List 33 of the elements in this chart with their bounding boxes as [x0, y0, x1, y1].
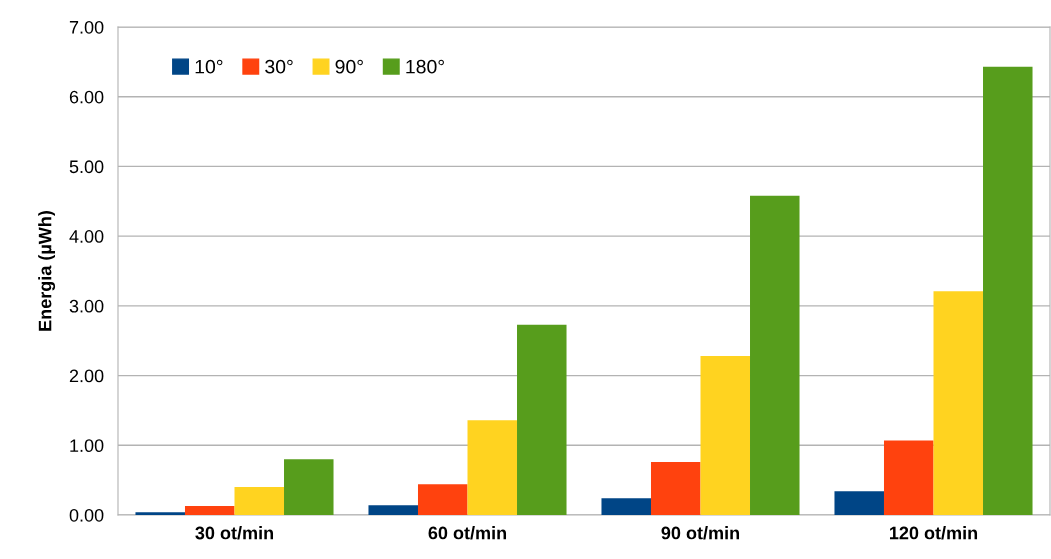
bar [517, 324, 567, 515]
bar [983, 66, 1033, 515]
y-tick-label: 2.00 [69, 369, 104, 383]
y-tick-label: 0.00 [69, 508, 104, 522]
y-tick-label: 1.00 [70, 439, 104, 453]
x-tick-label: 30 ot/min [195, 526, 274, 540]
bar [417, 484, 468, 515]
y-tick-label: 3.00 [69, 299, 104, 313]
x-tick-label: 90 ot/min [661, 526, 740, 540]
bar [601, 498, 651, 515]
y-axis-title: Energia (µWh) [38, 211, 56, 331]
bar [234, 487, 285, 515]
legend-label: 10° [195, 59, 223, 74]
x-tick-label: 60 ot/min [428, 526, 507, 540]
x-tick-label: 120 ot/min [889, 526, 978, 540]
bar [135, 512, 185, 515]
bar [650, 462, 701, 515]
y-tick-label: 6.00 [69, 90, 104, 104]
bar [368, 505, 418, 515]
y-tick-label: 5.00 [69, 160, 104, 174]
bar [834, 491, 884, 515]
legend-label: 90° [335, 59, 363, 74]
bar [284, 459, 334, 515]
y-tick-label: 7.00 [69, 20, 104, 34]
bar [467, 420, 518, 515]
bar [184, 505, 235, 515]
bar [883, 440, 934, 515]
bar [933, 291, 984, 515]
bar [750, 195, 800, 515]
legend-label: 180° [406, 59, 444, 74]
legend-label: 30° [265, 59, 293, 74]
bar [700, 356, 751, 515]
y-tick-label: 4.00 [69, 230, 104, 243]
